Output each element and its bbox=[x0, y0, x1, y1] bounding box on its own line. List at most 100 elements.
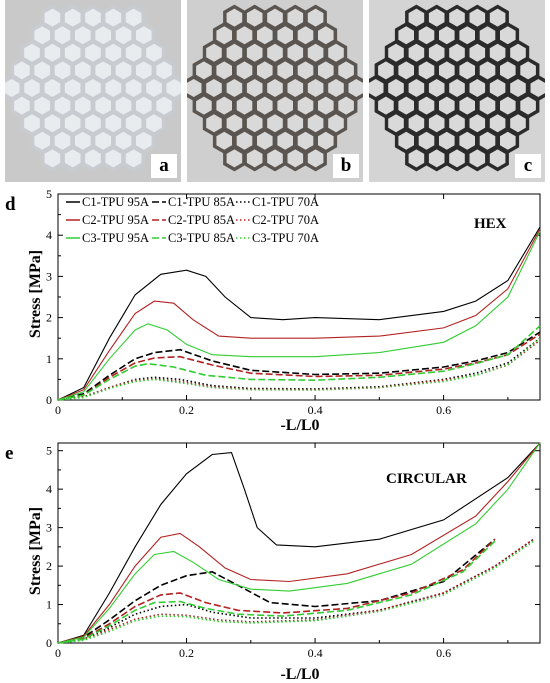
series-line bbox=[57, 538, 535, 644]
lattice-cell-hole bbox=[95, 131, 111, 150]
lattice-cell-hole bbox=[125, 114, 142, 133]
lattice-cell-hole bbox=[206, 79, 222, 97]
lattice-cell-hole bbox=[54, 26, 71, 45]
lattice-cell-hole bbox=[297, 26, 314, 45]
lattice-cell-hole bbox=[146, 79, 162, 97]
x-tick-label: 0 bbox=[55, 646, 61, 660]
lattice-cell-hole bbox=[95, 96, 111, 115]
lattice-cell-hole bbox=[459, 61, 475, 80]
lattice-cell-hole bbox=[64, 114, 81, 133]
lattice-cell-hole bbox=[44, 79, 61, 97]
lattice-cell-hole bbox=[136, 96, 152, 115]
lattice-cell-hole bbox=[105, 79, 122, 97]
lattice-cell-hole bbox=[257, 131, 273, 150]
x-tick-label: 0.6 bbox=[436, 646, 451, 660]
hex-lattice-image-b bbox=[187, 0, 363, 182]
series-line bbox=[57, 226, 541, 401]
lattice-cell-hole bbox=[115, 96, 132, 115]
lattice-cell-hole bbox=[489, 149, 506, 168]
lattice-cell-hole bbox=[479, 61, 496, 80]
y-tick-label: 1 bbox=[46, 598, 52, 612]
lattice-cell-hole bbox=[408, 79, 425, 97]
lattice-cell-hole bbox=[510, 43, 526, 62]
lattice-cell-hole bbox=[428, 114, 445, 133]
lattice-cell-hole bbox=[64, 43, 81, 62]
x-tick-label: 0.2 bbox=[179, 403, 194, 417]
lattice-cell-hole bbox=[287, 43, 304, 62]
lattice-cell-hole bbox=[156, 61, 172, 80]
lattice-cell-hole bbox=[439, 26, 455, 45]
legend-label: C3-TPU 95A bbox=[82, 231, 149, 245]
lattice-cell-hole bbox=[246, 43, 263, 62]
hex-lattice bbox=[187, 4, 363, 172]
lattice-cell-hole bbox=[318, 131, 334, 150]
lattice-cell-hole bbox=[257, 61, 273, 80]
lattice-cell-hole bbox=[75, 61, 91, 80]
lattice-cell-hole bbox=[449, 8, 465, 27]
lattice-cell-hole bbox=[500, 61, 516, 80]
lattice-cell-hole bbox=[267, 149, 283, 168]
lattice-cell-hole bbox=[14, 96, 30, 115]
series-line bbox=[57, 538, 535, 644]
lattice-cell-hole bbox=[105, 149, 122, 168]
series-line bbox=[57, 540, 496, 644]
y-tick-label: 3 bbox=[46, 521, 52, 535]
lattice-cell-hole bbox=[206, 43, 222, 62]
series-line bbox=[57, 538, 496, 644]
lattice-cell-hole bbox=[398, 131, 414, 150]
lattice-cell-hole bbox=[24, 79, 40, 97]
y-tick-label: 5 bbox=[46, 187, 52, 201]
lattice-cell-hole bbox=[439, 96, 455, 115]
legend-label: C2-TPU 70A bbox=[252, 213, 319, 227]
legend-label: C3-TPU 70A bbox=[252, 231, 319, 245]
photo-panel-b: b bbox=[187, 0, 363, 182]
lattice-cell-hole bbox=[246, 149, 263, 168]
lattice-cell-hole bbox=[267, 8, 283, 27]
panel-label-e: e bbox=[5, 443, 13, 464]
lattice-cell-hole bbox=[408, 114, 425, 133]
y-tick-label: 0 bbox=[46, 393, 52, 407]
legend-label: C2-TPU 85A bbox=[168, 213, 235, 227]
lattice-cell-hole bbox=[307, 43, 324, 62]
circular-stress-chart: e CIRCULAR -L/L0 Stress [MPa] 0 0.2 0.4 0.6… bbox=[5, 442, 541, 683]
lattice-cell-hole bbox=[44, 114, 61, 133]
lattice-cell-hole bbox=[428, 79, 445, 97]
lattice-cell-hole bbox=[226, 114, 243, 133]
lattice-cell-hole bbox=[125, 8, 142, 27]
lattice-cell-hole bbox=[459, 26, 475, 45]
lattice-cell-hole bbox=[95, 61, 111, 80]
lattice-cell-hole bbox=[75, 26, 91, 45]
lattice-cell-hole bbox=[408, 149, 425, 168]
lattice-cell-hole bbox=[226, 79, 243, 97]
lattice-cell-hole bbox=[297, 61, 314, 80]
series-line bbox=[57, 230, 541, 401]
x-tick-label: 0.2 bbox=[179, 646, 194, 660]
lattice-cell-hole bbox=[469, 8, 486, 27]
lattice-cell-hole bbox=[166, 79, 181, 97]
lattice-cell-hole bbox=[115, 131, 132, 150]
lattice-cell-hole bbox=[216, 96, 232, 115]
lattice-cell-hole bbox=[236, 61, 253, 80]
lattice-cell-hole bbox=[267, 114, 283, 133]
lattice-cell-hole bbox=[378, 61, 394, 80]
lattice-cell-hole bbox=[54, 61, 71, 80]
lattice-cell-hole bbox=[388, 79, 404, 97]
legend-label: C1-TPU 95A bbox=[82, 195, 149, 209]
series-line bbox=[57, 337, 541, 401]
lattice-cell-hole bbox=[479, 131, 496, 150]
lattice-cell-hole bbox=[428, 149, 445, 168]
photo-panel-a: a bbox=[5, 0, 181, 182]
lattice-cell-hole bbox=[287, 79, 304, 97]
lattice-cell-hole bbox=[449, 114, 465, 133]
lattice-cell-hole bbox=[307, 8, 324, 27]
lattice-cell-hole bbox=[489, 79, 506, 97]
lattice-cell-hole bbox=[520, 96, 536, 115]
lattice-cell-hole bbox=[146, 43, 162, 62]
lattice-cell-hole bbox=[257, 26, 273, 45]
lattice-cell-hole bbox=[44, 43, 61, 62]
legend-label: C2-TPU 95A bbox=[82, 213, 149, 227]
y-axis-label: Stress [MPa] bbox=[27, 507, 44, 595]
lattice-cell-hole bbox=[388, 114, 404, 133]
lattice-cell-hole bbox=[530, 79, 545, 97]
lattice-cell-hole bbox=[338, 61, 354, 80]
